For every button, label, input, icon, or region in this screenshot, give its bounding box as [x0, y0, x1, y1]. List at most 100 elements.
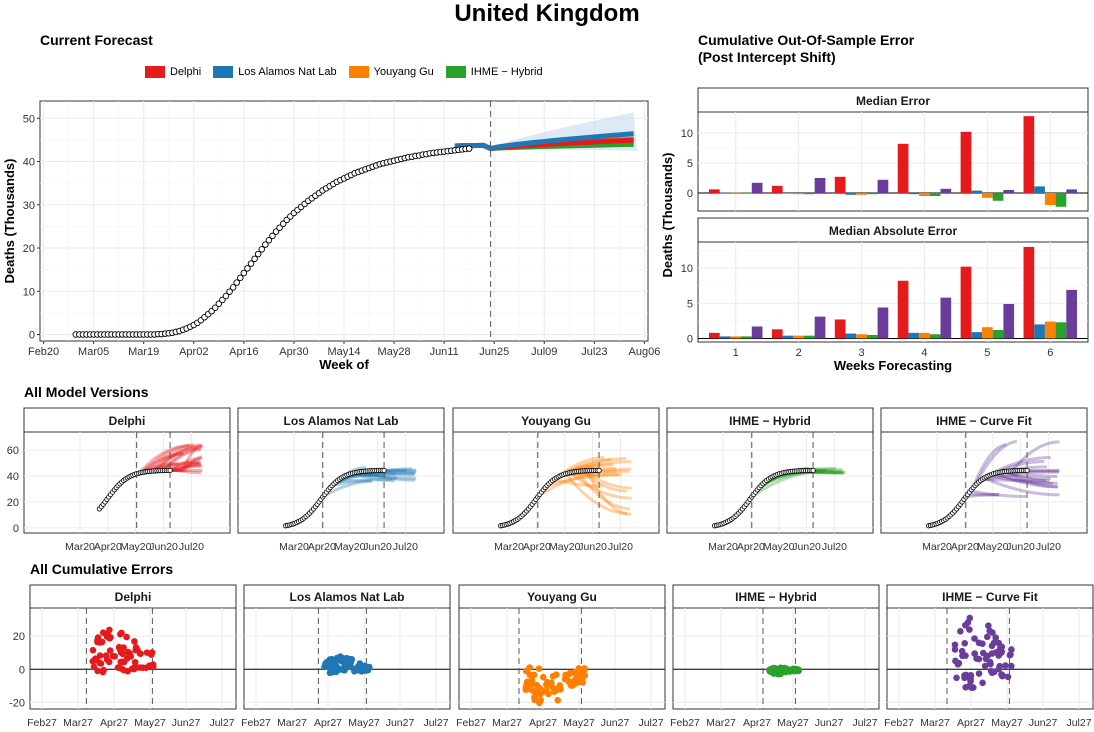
error-point: [953, 674, 960, 682]
y-tick-label: 0: [29, 330, 35, 342]
x-tick-label: Apr20: [308, 541, 336, 553]
x-axis-label: Weeks Forecasting: [834, 358, 952, 373]
bar: [992, 330, 1004, 339]
x-tick-label: Mar20: [279, 541, 309, 553]
facet-title: Median Error: [856, 94, 930, 108]
bar: [866, 334, 878, 339]
error-point: [324, 662, 332, 670]
error-point: [126, 650, 134, 657]
legend-item-lanl: Los Alamos Nat Lab: [213, 66, 337, 78]
observed-point: [596, 467, 602, 473]
error-point: [961, 639, 969, 647]
error-point: [986, 658, 994, 666]
x-tick-label: Jul23: [581, 346, 607, 358]
bar: [719, 336, 731, 339]
x-tick-label: Jul27: [423, 717, 448, 729]
x-tick-label: Apr20: [523, 541, 551, 553]
x-tick-label: Apr30: [279, 346, 308, 358]
y-tick-label: 20: [7, 497, 19, 509]
observed-point: [215, 300, 223, 308]
facet-title: Los Alamos Nat Lab: [290, 590, 405, 604]
observed-point: [1024, 467, 1030, 473]
x-tick-label: Jun27: [172, 717, 201, 729]
error-point: [981, 662, 989, 670]
error-point: [992, 634, 999, 642]
x-tick-label: Jul20: [393, 541, 418, 553]
legend-key-lanl: [213, 66, 234, 78]
error-point: [998, 643, 1006, 651]
error-point: [123, 633, 130, 641]
legend-key-yyg: [348, 66, 369, 78]
error-point: [984, 633, 991, 641]
error-point: [94, 634, 102, 641]
error-point: [955, 659, 963, 667]
error-point: [780, 667, 787, 675]
y-tick-label: 60: [7, 445, 19, 457]
error-point: [571, 668, 579, 676]
y-tick-label: 0: [13, 523, 19, 535]
error-point: [327, 658, 335, 665]
error-point: [975, 639, 983, 647]
y-tick-label: -20: [9, 697, 25, 709]
x-tick-label: Aug06: [629, 346, 661, 358]
facet-title: IHME − Curve Fit: [936, 414, 1032, 428]
x-tick-label: Mar27: [492, 717, 522, 729]
observed-point: [233, 279, 240, 286]
error-point: [528, 676, 536, 684]
error-point: [984, 652, 991, 660]
x-tick-label: 4: [921, 347, 927, 359]
bar: [719, 192, 731, 194]
error-point: [1007, 651, 1014, 658]
observed-point: [219, 296, 226, 304]
bar: [897, 143, 909, 193]
x-tick-label: Jun11: [430, 346, 459, 358]
x-tick-label: Mar20: [65, 541, 95, 553]
error-point: [971, 635, 978, 642]
error-point: [131, 658, 139, 666]
error-point: [106, 647, 114, 654]
bar: [741, 336, 752, 339]
bar: [908, 193, 920, 195]
error-point: [103, 633, 111, 640]
error-point: [966, 626, 973, 633]
facet-strip: [697, 87, 1089, 113]
legend-label-yyg: Youyang Gu: [373, 66, 434, 78]
error-point: [527, 686, 535, 693]
x-tick-label: Mar20: [708, 541, 738, 553]
x-tick-label: May20: [977, 541, 1009, 553]
error-point: [1008, 646, 1015, 653]
bar: [1034, 324, 1045, 339]
error-point: [97, 639, 104, 646]
observed-point: [167, 467, 173, 473]
bar: [814, 316, 826, 339]
error-point: [581, 665, 588, 672]
error-point: [131, 638, 138, 645]
y-tick-label: 5: [687, 158, 693, 170]
legend-item-delphi: Delphi: [145, 66, 201, 78]
observed-point: [211, 304, 219, 311]
error-point: [148, 651, 155, 658]
bar: [1044, 193, 1056, 205]
observed-point: [269, 232, 276, 240]
bar: [982, 193, 993, 198]
error-point: [93, 656, 100, 664]
error-point: [576, 676, 584, 683]
error-point: [1008, 662, 1015, 670]
error-point: [99, 668, 107, 676]
x-tick-label: Mar27: [920, 717, 950, 729]
bar: [845, 193, 857, 195]
facet-panel: [666, 431, 874, 534]
y-tick-label: 5: [687, 298, 693, 310]
facet-title: Delphi: [109, 414, 146, 428]
x-tick-label: Jun20: [792, 541, 821, 553]
bar: [919, 193, 930, 196]
error-point: [366, 663, 373, 671]
bar: [1066, 289, 1077, 339]
x-tick-label: Jul20: [1036, 541, 1061, 553]
x-tick-label: Jun20: [363, 541, 392, 553]
facet-panel: [672, 607, 880, 710]
bar: [929, 334, 941, 339]
error-point: [537, 697, 544, 704]
legend-label-lanl: Los Alamos Nat Lab: [238, 66, 337, 78]
